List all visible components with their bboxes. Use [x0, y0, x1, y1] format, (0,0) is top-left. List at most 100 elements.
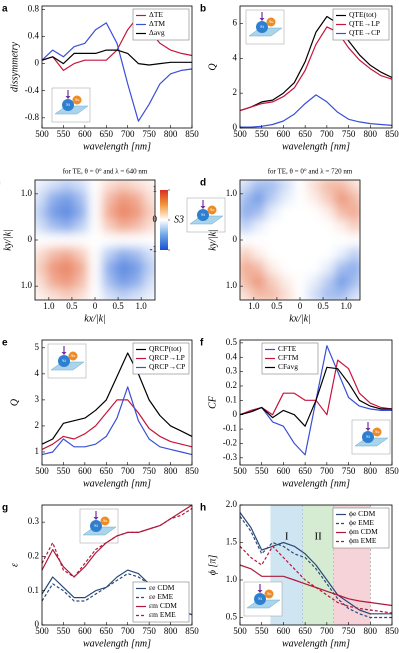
y-tick-label: 3	[35, 394, 40, 404]
legend-label: QRCP→LP	[149, 353, 185, 362]
y-tick-label: 1.0	[21, 188, 33, 198]
heat-cell	[74, 191, 89, 206]
heat-cell	[35, 274, 48, 289]
heat-cell	[293, 274, 308, 289]
heat-cell	[60, 180, 75, 193]
x-tick-label: 550	[57, 129, 71, 139]
x-tick-label: 500	[233, 626, 247, 636]
heat-cell	[320, 191, 336, 206]
y-tick-label: 1.0	[226, 280, 238, 290]
y-tick-label: 4	[233, 52, 238, 62]
x-tick-label: 1.0	[341, 301, 353, 311]
x-tick-label: 0	[298, 301, 303, 311]
y-tick-label: 4	[35, 368, 40, 378]
au-particle	[72, 95, 82, 105]
heat-cell	[348, 260, 360, 276]
heat-cell	[334, 219, 349, 234]
heat-cell	[60, 233, 75, 248]
light-arrow-head	[200, 206, 206, 209]
series-line	[240, 94, 393, 128]
heat-cell	[293, 205, 308, 220]
heat-cell	[293, 246, 308, 262]
legend-label: QRCP(tot)	[149, 344, 182, 353]
heat-cell	[320, 233, 336, 248]
y-tick-label: 0	[233, 234, 238, 244]
heat-cell	[251, 260, 266, 276]
legend-label: εm CDM	[149, 601, 177, 610]
heat-cell	[88, 219, 103, 234]
y-axis-label: ϕ [π]	[207, 555, 218, 576]
x-tick-label: 850	[185, 626, 199, 636]
inset-label: Si	[260, 24, 265, 29]
heat-cell	[251, 288, 266, 300]
y-tick-label: 0.4	[226, 351, 238, 361]
au-particle	[372, 427, 382, 437]
y-tick-label: 0.1	[28, 585, 39, 595]
panel-label: c	[0, 178, 1, 189]
legend-label: ϕm CDM	[349, 527, 378, 536]
heat-cell	[35, 260, 48, 276]
x-tick-label: 600	[78, 626, 92, 636]
plot-frame	[41, 5, 193, 129]
series-line	[239, 26, 393, 112]
y-tick-label: 0.8	[28, 3, 40, 13]
heat-cell	[74, 219, 89, 234]
si-particle	[254, 593, 266, 605]
y-tick-label: 0	[28, 234, 33, 244]
heat-cell	[334, 205, 349, 220]
x-tick-label: 750	[342, 129, 356, 139]
x-tick-label: 750	[142, 129, 156, 139]
si-particle	[362, 431, 374, 443]
si-particle	[256, 21, 268, 33]
legend-label: QTE→CP	[349, 28, 380, 37]
x-axis-label: wavelength [nm]	[83, 141, 151, 152]
series-line	[239, 512, 392, 615]
y-tick-label: -0.4	[25, 85, 40, 95]
panel-label: f	[200, 338, 204, 349]
series-line	[41, 386, 193, 456]
heat-cell	[306, 274, 322, 289]
x-tick-label: 700	[320, 626, 334, 636]
y-axis-label: Q	[207, 63, 218, 71]
legend-label: CFTE	[278, 344, 297, 353]
y-tick-label: 6	[233, 17, 238, 27]
heat-cell	[348, 191, 360, 206]
series-line	[239, 366, 392, 427]
plot-frame	[34, 179, 156, 301]
y-tick-label: 1	[35, 446, 40, 456]
heat-cell	[334, 246, 349, 262]
heat-cell	[265, 180, 280, 193]
heat-cell	[348, 180, 360, 193]
heat-cell	[115, 288, 131, 300]
heat-cell	[60, 219, 75, 234]
heat-cell	[279, 274, 294, 289]
x-tick-label: 550	[255, 466, 269, 476]
panel-label: a	[2, 4, 8, 15]
y-tick-label: -0.8	[25, 112, 40, 122]
region-label: I	[285, 531, 289, 543]
series-line	[239, 15, 393, 112]
x-tick-label: 1.0	[248, 301, 260, 311]
region-label: II	[315, 531, 323, 543]
x-tick-label: 800	[364, 129, 378, 139]
heat-cell	[265, 246, 280, 262]
heatmap	[240, 180, 360, 300]
x-tick-label: 800	[164, 626, 178, 636]
legend-label: CFavg	[278, 362, 298, 371]
panel-label: g	[2, 503, 8, 514]
x-tick-label: 800	[364, 626, 378, 636]
heat-cell	[143, 274, 155, 289]
panel-label: d	[200, 178, 206, 189]
series-line	[239, 515, 392, 619]
y-axis-label: dissymmetry	[9, 41, 20, 92]
inset: Si Au	[47, 343, 87, 379]
x-tick-label: 600	[277, 129, 291, 139]
legend-label: Δavg	[149, 28, 165, 37]
legend-label: ΔTM	[149, 19, 165, 28]
x-tick-label: 800	[164, 129, 178, 139]
heat-cell	[115, 205, 131, 220]
plot-frame	[239, 504, 393, 626]
y-axis-label: ky/|k|	[207, 229, 218, 251]
heat-cell	[334, 260, 349, 276]
series-line	[41, 573, 193, 616]
